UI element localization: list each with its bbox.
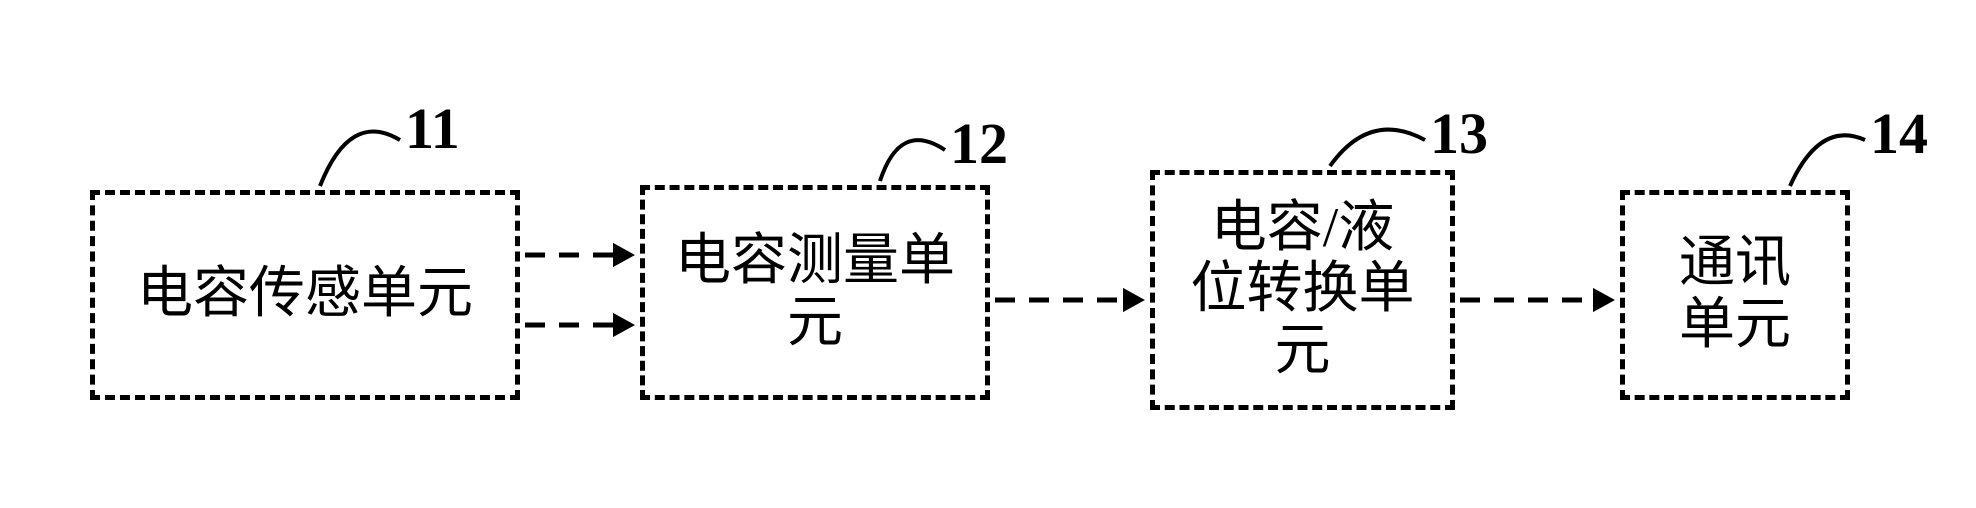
block-label: 电容测量单元 — [675, 231, 955, 354]
block-label: 电容/液位转换单元 — [1191, 198, 1415, 383]
lead-line — [870, 110, 955, 191]
block-b13: 电容/液位转换单元 — [1150, 170, 1455, 410]
block-b11: 电容传感单元 — [90, 190, 520, 400]
lead-line — [310, 100, 410, 196]
ref-label-12: 12 — [950, 110, 1008, 177]
lead-line — [1780, 110, 1875, 196]
block-label: 通讯单元 — [1679, 233, 1791, 356]
arrow-b12-b13 — [965, 270, 1175, 330]
block-label: 电容传感单元 — [137, 264, 473, 326]
diagram-canvas: 电容传感单元 电容测量单元 电容/液位转换单元 通讯单元 11 12 13 14 — [0, 0, 1976, 508]
block-b14: 通讯单元 — [1620, 190, 1850, 400]
ref-label-11: 11 — [405, 95, 460, 162]
arrow-b13-b14 — [1430, 270, 1645, 330]
lead-line — [1320, 100, 1435, 176]
block-b12: 电容测量单元 — [640, 185, 990, 400]
ref-label-13: 13 — [1430, 100, 1488, 167]
ref-label-14: 14 — [1870, 100, 1928, 167]
